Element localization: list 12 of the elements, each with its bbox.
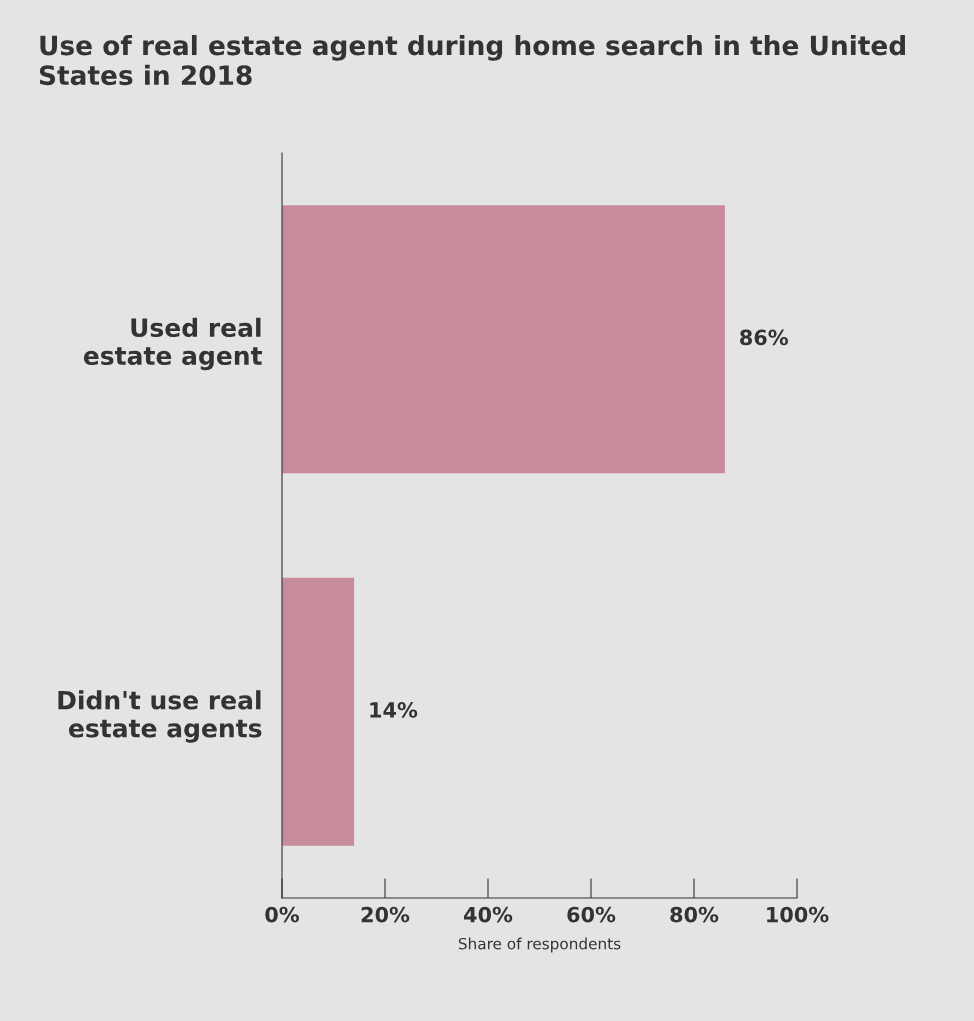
x-axis-title: Share of respondents [458,937,621,953]
y-tick-label: Didn't use real estate agents [58,690,262,743]
x-tick-label: 0% [265,906,300,923]
data-label: 86% [740,329,788,346]
x-tick-label: 40% [464,906,513,923]
data-label: 14% [370,702,418,718]
x-tick-label: 80% [670,906,719,923]
x-tick-label: 60% [567,906,616,923]
chart-title: Use of real estate agent during home search in the United States in 2018 [39,35,905,86]
x-tick-label: 20% [361,906,410,923]
x-tick-label: 100% [767,906,829,923]
y-tick-label: Used real estate agent [83,317,262,371]
